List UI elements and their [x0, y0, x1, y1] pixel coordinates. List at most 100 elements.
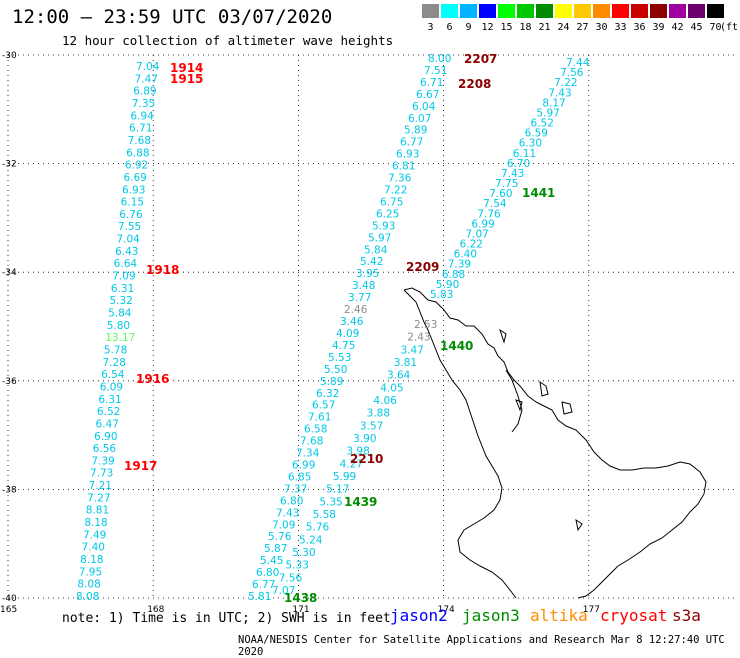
swh-value: 3.90: [353, 433, 376, 445]
swh-value: 5.83: [430, 289, 453, 301]
legend-entry-jason3: jason3: [462, 606, 520, 625]
colorbar-tick-label: 6: [446, 22, 453, 33]
swh-value: 3.88: [367, 408, 390, 420]
colorbar-swatch: [460, 4, 477, 18]
swh-value: 5.17: [326, 484, 349, 496]
swh-value: 7.60: [489, 188, 512, 200]
swh-value: 6.69: [123, 172, 146, 184]
swh-value: 7.28: [103, 357, 126, 369]
swh-value: 6.11: [513, 148, 536, 160]
swh-value: 7.21: [89, 480, 112, 492]
colorbar-swatch: [536, 4, 553, 18]
swh-value: 6.64: [114, 258, 138, 270]
swh-value: 6.43: [115, 246, 138, 258]
swh-value: 7.36: [388, 173, 412, 185]
colorbar-swatch: [441, 4, 458, 18]
swh-value: 6.04: [412, 101, 436, 113]
track-168: 7.047.476.897.356.946.717.686.886.926.69…: [76, 61, 160, 603]
swh-value: 3.64: [387, 370, 411, 382]
swh-value: 8.00: [428, 53, 451, 65]
swh-value: 5.81: [248, 591, 271, 603]
swh-value: 6.67: [416, 89, 439, 101]
swh-value: 3.47: [400, 344, 423, 356]
swh-value: 6.09: [100, 381, 123, 393]
swh-value: 8.08: [77, 579, 100, 591]
colorbar-tick-label: 33: [614, 22, 627, 33]
swh-value: 7.39: [91, 455, 114, 467]
swh-value: 7.55: [118, 221, 141, 233]
altimeter-tracks: 7.047.476.897.356.946.717.686.886.926.69…: [76, 53, 590, 603]
swh-value: 5.89: [404, 125, 427, 137]
swh-value: 6.93: [396, 149, 419, 161]
swh-value: 7.68: [300, 436, 323, 448]
swh-value: 5.76: [268, 531, 292, 543]
lon-tick-label: 174: [438, 605, 455, 615]
swh-value: 7.51: [424, 65, 447, 77]
swh-value: 5.87: [264, 543, 287, 555]
lat-tick-label: -36: [2, 377, 17, 387]
swh-value: 6.56: [93, 443, 117, 455]
swh-value: 6.54: [101, 369, 125, 381]
swh-value: 6.75: [380, 196, 403, 208]
lat-tick-label: -40: [2, 594, 17, 604]
swh-value: 6.85: [288, 471, 311, 483]
swh-value: 6.22: [460, 239, 483, 251]
lon-tick-label: 165: [0, 605, 17, 615]
colorbar-tick-label: 9: [465, 22, 472, 33]
swh-value: 3.46: [340, 316, 364, 328]
colorbar-swatch: [574, 4, 591, 18]
colorbar-swatch: [688, 4, 705, 18]
colorbar-swatch: [612, 4, 629, 18]
swh-value: 6.81: [392, 161, 415, 173]
swh-value: 5.84: [108, 308, 132, 320]
legend-entry-jason2: jason2: [390, 606, 448, 625]
colorbar-tick-label: 70: [709, 22, 722, 33]
swh-value: 3.98: [346, 446, 369, 458]
swh-value: 7.22: [384, 185, 407, 197]
colorbar-swatch: [650, 4, 667, 18]
swh-value: 5.93: [372, 220, 395, 232]
swh-value: 7.43: [548, 87, 571, 99]
swh-value: 6.47: [96, 418, 119, 430]
swh-value: 7.09: [112, 271, 135, 283]
swh-value: 8.18: [80, 554, 103, 566]
swh-value: 6.93: [122, 184, 145, 196]
swh-value: 4.27: [340, 458, 363, 470]
swh-value: 7.44: [566, 57, 590, 69]
pass-time-label: 1917: [124, 459, 157, 473]
colorbar-tick-label: 21: [538, 22, 551, 33]
swh-value: 6.15: [121, 197, 144, 209]
swh-value: 6.70: [507, 158, 530, 170]
swh-value: 6.99: [292, 459, 315, 471]
swh-value: 7.61: [308, 412, 331, 424]
swh-value: 4.09: [336, 328, 359, 340]
coromandel-coast: [505, 369, 523, 433]
swh-value: 5.33: [286, 560, 309, 572]
lat-tick-label: -30: [2, 51, 17, 61]
swh-value: 3.57: [360, 420, 383, 432]
island-3: [515, 399, 523, 412]
lat-tick-label: -32: [2, 160, 17, 170]
pass-time-label: 2208: [458, 77, 491, 91]
swh-value: 7.37: [284, 483, 307, 495]
swh-value: 3.81: [394, 357, 417, 369]
swh-value: 7.54: [483, 198, 507, 210]
swh-value: 2.43: [407, 332, 430, 344]
lon-tick-label: 177: [583, 605, 600, 615]
swh-value: 6.94: [130, 110, 154, 122]
swh-value: 6.52: [531, 118, 554, 130]
swh-value: 7.35: [132, 98, 155, 110]
swh-value: 8.08: [76, 591, 99, 603]
swh-value: 5.78: [104, 344, 127, 356]
swh-value: 5.53: [328, 352, 351, 364]
colorbar-swatch: [555, 4, 572, 18]
swh-value: 7.68: [128, 135, 151, 147]
swh-value: 5.32: [109, 295, 132, 307]
track-2207: 8.007.516.716.676.046.075.896.776.936.81…: [248, 53, 451, 603]
swh-value: 5.35: [319, 496, 342, 508]
swh-value: 4.06: [373, 395, 397, 407]
swh-value: 6.92: [125, 160, 148, 172]
pass-time-label: 1439: [344, 495, 377, 509]
